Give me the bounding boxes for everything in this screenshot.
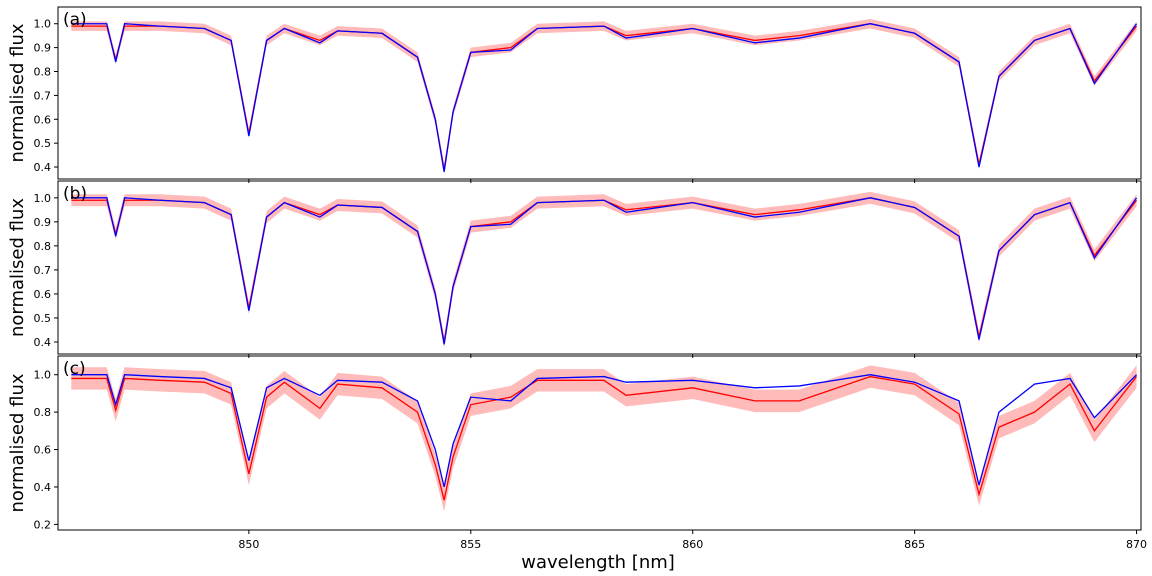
y-tick-label: 0.5	[34, 137, 52, 150]
y-tick-label: 0.4	[34, 161, 52, 174]
y-tick-label: 0.9	[34, 42, 52, 55]
y-tick-label: 0.5	[34, 312, 52, 325]
x-axis-title: wavelength [nm]	[521, 552, 675, 573]
y-tick-label: 1.0	[34, 369, 52, 382]
axes-frame	[57, 6, 1142, 180]
axes-frame	[57, 355, 1142, 531]
y-axis-title: normalised flux	[7, 198, 28, 337]
observed-spectrum-line	[71, 374, 1138, 488]
x-tick-label: 870	[1126, 538, 1147, 551]
observed-spectrum-line	[71, 197, 1138, 345]
panel-label: (a)	[63, 10, 87, 30]
x-tick-label: 860	[682, 538, 703, 551]
y-tick-label: 0.8	[34, 66, 52, 79]
y-tick-label: 0.4	[34, 336, 52, 349]
y-tick-label: 0.2	[34, 518, 52, 531]
panel-label: (c)	[63, 359, 86, 379]
model-spectrum-line	[71, 375, 1138, 501]
y-tick-label: 0.8	[34, 406, 52, 419]
y-tick-label: 1.0	[34, 192, 52, 205]
panel-3: 0.2 0.4 0.6 0.8 1.0 850 855 860 865 870 (c) normali…	[7, 355, 1147, 551]
y-axis-title: normalised flux	[7, 373, 28, 512]
y-tick-label: 1.0	[34, 18, 52, 31]
panel-1: 0.4 0.5 0.6 0.7 0.8 0.9 1.0 (a) normalised flux	[7, 6, 1142, 183]
y-tick-label: 0.7	[34, 89, 52, 102]
y-tick-label: 0.4	[34, 481, 52, 494]
y-tick-label: 0.6	[34, 288, 52, 301]
y-axis-title: normalised flux	[7, 23, 28, 162]
x-tick-label: 850	[238, 538, 259, 551]
x-tick-label: 865	[904, 538, 925, 551]
model-uncertainty-band	[71, 365, 1137, 512]
observed-spectrum-line	[71, 23, 1138, 172]
axes-frame	[57, 180, 1142, 355]
y-tick-label: 0.7	[34, 264, 52, 277]
y-tick-label: 0.8	[34, 240, 52, 253]
model-spectrum-line	[71, 23, 1138, 170]
panel-2: 0.4 0.5 0.6 0.7 0.8 0.9 1.0 (b) normalised flux	[7, 180, 1142, 358]
y-tick-label: 0.6	[34, 444, 52, 457]
panel-label: (b)	[63, 184, 87, 204]
y-tick-label: 0.6	[34, 113, 52, 126]
y-tick-label: 0.9	[34, 216, 52, 229]
x-tick-label: 855	[460, 538, 481, 551]
